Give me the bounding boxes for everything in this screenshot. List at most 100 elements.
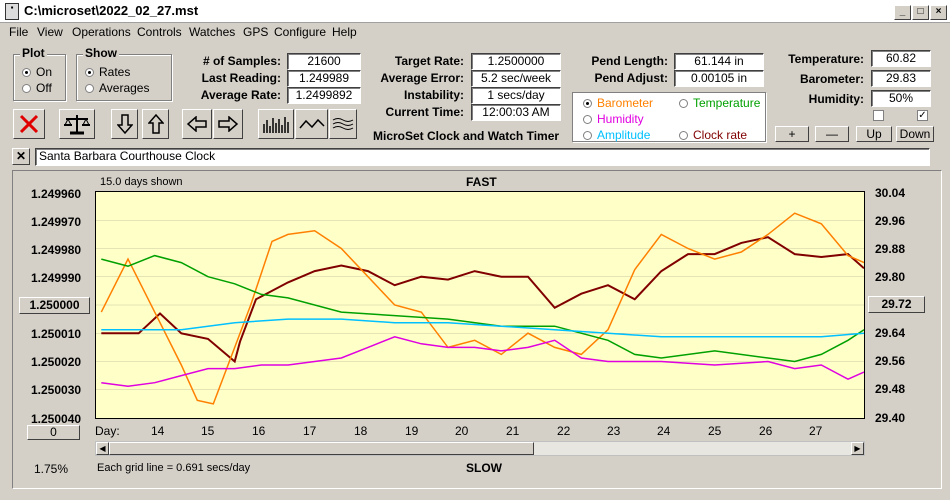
arrow-up-button[interactable] xyxy=(142,109,169,139)
day-21: 21 xyxy=(506,424,520,438)
series-temperature-radio[interactable]: Temperature xyxy=(679,96,760,110)
arrow-left-icon xyxy=(186,116,207,132)
close-icon[interactable]: × xyxy=(930,5,947,20)
arrow-left-button[interactable] xyxy=(182,109,212,139)
day-26: 26 xyxy=(759,424,773,438)
wave-view-button[interactable] xyxy=(329,109,357,139)
arrow-down-button[interactable] xyxy=(111,109,138,139)
day-25: 25 xyxy=(708,424,722,438)
day-14: 14 xyxy=(151,424,165,438)
clear-button[interactable] xyxy=(13,109,45,139)
right-tick-8: 29.40 xyxy=(875,411,906,425)
series-selector: Barometer Temperature Humidity Amplitude… xyxy=(572,92,766,142)
last-reading-field: 1.249989 xyxy=(287,70,361,87)
percent-label: 1.75% xyxy=(34,462,69,476)
menu-gps[interactable]: GPS xyxy=(243,25,269,39)
instability-label: Instability: xyxy=(403,88,464,102)
left-tick-3: 1.249990 xyxy=(31,271,82,285)
humidity-field: 50% xyxy=(871,90,931,107)
series-line-humidity xyxy=(101,336,864,387)
day-24: 24 xyxy=(657,424,671,438)
line-view-button[interactable] xyxy=(295,109,328,139)
red-x-icon xyxy=(19,114,39,134)
left-tick-8: 1.250040 xyxy=(31,412,82,426)
title-bar: ▪ C:\microset\2022_02_27.mst _ □ × xyxy=(0,0,950,23)
series-clock-rate-radio[interactable]: Clock rate xyxy=(679,128,747,142)
minus-button[interactable]: — xyxy=(815,126,849,142)
series-line-clock-rate xyxy=(101,236,864,364)
close-clock-button[interactable]: ✕ xyxy=(12,148,30,165)
left-tick-1: 1.249970 xyxy=(31,215,82,229)
plot-on-radio[interactable]: On xyxy=(22,65,52,79)
plot-off-radio[interactable]: Off xyxy=(22,81,52,95)
scroll-right-icon[interactable]: ▶ xyxy=(851,442,864,455)
day-17: 17 xyxy=(303,424,317,438)
menu-operations[interactable]: Operations xyxy=(72,25,131,39)
day-20: 20 xyxy=(455,424,469,438)
samples-label: # of Samples: xyxy=(202,54,281,68)
scroll-thumb[interactable] xyxy=(109,442,534,455)
menu-view[interactable]: View xyxy=(37,25,63,39)
zero-button[interactable]: 0 xyxy=(27,425,80,440)
window-title: C:\microset\2022_02_27.mst xyxy=(24,3,199,18)
series-line-temperature xyxy=(101,254,864,363)
right-tick-5: 29.64 xyxy=(875,326,906,340)
day-15: 15 xyxy=(201,424,215,438)
minimize-icon[interactable]: _ xyxy=(894,5,911,20)
clock-name-field[interactable]: Santa Barbara Courthouse Clock xyxy=(35,148,930,166)
series-barometer-radio[interactable]: Barometer xyxy=(583,96,653,110)
right-tick-2: 29.88 xyxy=(875,242,906,256)
menu-configure[interactable]: Configure xyxy=(274,25,327,39)
bars-view-button[interactable] xyxy=(258,109,294,139)
series-amplitude-radio[interactable]: Amplitude xyxy=(583,128,650,142)
menu-file[interactable]: File xyxy=(9,25,29,39)
rate-plot[interactable] xyxy=(95,191,865,419)
bar-chart-icon xyxy=(263,117,289,133)
day-22: 22 xyxy=(557,424,571,438)
arrow-right-icon xyxy=(218,116,239,132)
barometer-field: 29.83 xyxy=(871,70,931,87)
arrow-right-button[interactable] xyxy=(213,109,243,139)
series-humidity-radio[interactable]: Humidity xyxy=(583,112,644,126)
app-label: MicroSet Clock and Watch Timer xyxy=(373,129,560,143)
center-left-button[interactable]: 1.250000 xyxy=(19,297,90,314)
up-button[interactable]: Up xyxy=(856,126,892,142)
day-23: 23 xyxy=(607,424,621,438)
left-checkbox[interactable] xyxy=(873,110,884,121)
arrow-down-icon xyxy=(116,114,133,135)
target-rate-field: 1.2500000 xyxy=(471,53,561,70)
last-reading-label: Last Reading: xyxy=(201,71,281,85)
maximize-icon[interactable]: □ xyxy=(912,5,929,20)
wave-icon xyxy=(332,118,354,130)
center-right-button[interactable]: 29.72 xyxy=(868,296,925,313)
right-tick-6: 29.56 xyxy=(875,354,906,368)
gridline-note: Each grid line = 0.691 secs/day xyxy=(97,462,251,474)
left-tick-0: 1.249960 xyxy=(31,187,82,201)
scroll-left-icon[interactable]: ◀ xyxy=(96,442,109,455)
day-27: 27 xyxy=(809,424,823,438)
slow-label: SLOW xyxy=(466,461,502,475)
current-time-field: 12:00:03 AM xyxy=(471,104,561,121)
pend-adjust-label: Pend Adjust: xyxy=(594,71,668,85)
fast-label: FAST xyxy=(466,175,497,189)
menu-controls[interactable]: Controls xyxy=(137,25,182,39)
show-rates-radio[interactable]: Rates xyxy=(85,65,130,79)
balance-button[interactable] xyxy=(59,109,95,139)
right-checkbox[interactable]: ✓ xyxy=(917,110,928,121)
menu-watches[interactable]: Watches xyxy=(189,25,236,39)
average-rate-label: Average Rate: xyxy=(200,88,281,102)
horizontal-scrollbar[interactable]: ◀ ▶ xyxy=(95,441,865,456)
balance-scale-icon xyxy=(64,115,90,135)
series-line-amplitude xyxy=(101,318,864,338)
pend-length-field: 61.144 in xyxy=(674,53,764,70)
show-averages-radio[interactable]: Averages xyxy=(85,81,149,95)
down-button[interactable]: Down xyxy=(896,126,934,142)
instability-field: 1 secs/day xyxy=(471,87,561,104)
line-chart-icon xyxy=(298,118,325,129)
barometer-label: Barometer: xyxy=(799,72,864,86)
menu-help[interactable]: Help xyxy=(332,25,357,39)
temperature-label: Temperature: xyxy=(788,52,864,66)
samples-field: 21600 xyxy=(287,53,361,70)
plus-button[interactable]: + xyxy=(775,126,809,142)
